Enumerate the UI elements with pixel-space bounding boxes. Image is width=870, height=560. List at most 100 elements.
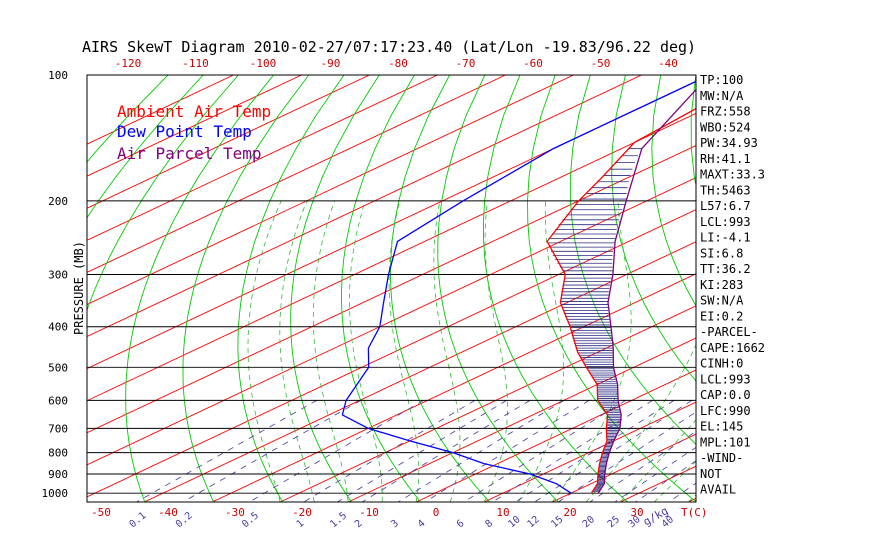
isotherm-line — [87, 75, 506, 273]
pressure-tick-label: 800 — [48, 447, 68, 460]
moist-adiabat-line — [312, 200, 349, 502]
bottom-temp-tick-label: 30 — [630, 506, 643, 519]
top-temp-tick-label: -70 — [456, 57, 476, 70]
mixing-ratio-tick-label: 4 — [416, 518, 428, 530]
isotherm-line — [87, 112, 696, 402]
index-entry: EL:145 — [700, 420, 743, 434]
index-entry: TT:36.2 — [700, 262, 751, 276]
legend-entry-ambient: Ambient Air Temp — [117, 102, 271, 121]
bottom-temp-tick-label: -10 — [359, 506, 379, 519]
top-temp-tick-label: -120 — [115, 57, 142, 70]
dry-adiabat-line — [837, 75, 870, 502]
index-entry: CAPE:1662 — [700, 341, 765, 355]
mixing-ratio-tick-label: 2 — [353, 518, 365, 530]
index-entry: -PARCEL- — [700, 325, 758, 339]
index-entry: LCL:993 — [700, 215, 751, 229]
isotherm-line — [280, 305, 696, 502]
pressure-tick-label: 400 — [48, 321, 68, 334]
dry-adiabat-line — [527, 75, 696, 502]
pressure-tick-label: 900 — [48, 468, 68, 481]
index-entry: RH:41.1 — [700, 152, 751, 166]
top-temp-tick-label: -90 — [321, 57, 341, 70]
index-entry: TH:5463 — [700, 183, 751, 197]
mixing-ratio-line — [492, 400, 653, 502]
mixing-ratio-tick-label: 25 — [606, 514, 622, 530]
top-temp-tick-label: -80 — [388, 57, 408, 70]
legend-entry-dewpoint: Dew Point Temp — [117, 122, 252, 141]
mixing-ratio-line — [635, 460, 696, 502]
mixing-ratio-line — [303, 400, 476, 502]
index-entry: LCL:993 — [700, 372, 751, 386]
index-entry: AVAIL — [700, 483, 736, 497]
top-temp-tick-label: -100 — [250, 57, 277, 70]
index-entry: EI:0.2 — [700, 309, 743, 323]
dewpoint-line — [341, 80, 696, 494]
mixing-ratio-tick-label: 6 — [455, 518, 467, 530]
index-entry: TP:100 — [700, 73, 743, 87]
chart-title: AIRS SkewT Diagram 2010-02-27/07:17:23.4… — [82, 38, 696, 56]
index-entry: SI:6.8 — [700, 246, 743, 260]
pressure-tick-label: 500 — [48, 361, 68, 374]
mixing-ratio-line — [558, 411, 696, 502]
mixing-ratio-line — [361, 400, 531, 502]
pressure-tick-label: 300 — [48, 269, 68, 282]
dry-adiabat-line — [290, 75, 380, 502]
dry-adiabat-line — [611, 75, 696, 382]
moist-adiabat-line — [483, 200, 508, 502]
isotherm-line — [484, 401, 696, 502]
dry-adiabat-line — [87, 75, 239, 312]
moist-adiabat-line — [349, 200, 383, 502]
moist-adiabat-line — [585, 343, 696, 502]
dry-adiabat-line — [766, 75, 870, 502]
mixing-ratio-tick-label: 0.1 — [128, 510, 149, 530]
parcel-temp-line — [597, 88, 696, 494]
dry-adiabat-line — [237, 75, 345, 502]
pressure-tick-label: 200 — [48, 195, 68, 208]
isotherm-line — [87, 75, 302, 177]
bottom-temp-tick-label: -20 — [292, 506, 312, 519]
bottom-temp-tick-label: -40 — [158, 506, 178, 519]
mixing-ratio-line — [337, 400, 507, 502]
moist-adiabat-line — [247, 200, 282, 502]
isotherm-line — [87, 75, 642, 338]
pressure-tick-label: 1000 — [42, 487, 69, 500]
index-entry: LFC:990 — [700, 404, 751, 418]
mixing-ratio-tick-label: 12 — [525, 514, 541, 530]
mixing-ratio-tick-label: 1 — [295, 518, 307, 530]
top-temp-tick-label: -110 — [182, 57, 209, 70]
index-entry: FRZ:558 — [700, 105, 751, 119]
y-axis-label: PRESSURE (MB) — [72, 241, 86, 335]
dry-adiabat-line — [482, 75, 628, 502]
index-entry: MW:N/A — [700, 89, 744, 103]
x-axis-unit-label: T(C) — [681, 506, 708, 519]
index-entry: MAXT:33.3 — [700, 168, 765, 182]
index-entry: CINH:0 — [700, 357, 743, 371]
pressure-tick-label: 600 — [48, 394, 68, 407]
bottom-temp-tick-label: 20 — [563, 506, 576, 519]
mixing-ratio-tick-label: 20 — [581, 514, 597, 530]
moist-adiabat-line — [433, 200, 461, 502]
index-entry: L57:6.7 — [700, 199, 751, 213]
isotherm-line — [87, 177, 696, 466]
bottom-temp-tick-label: 10 — [496, 506, 509, 519]
top-temp-tick-label: -40 — [658, 57, 678, 70]
moist-adiabat-line — [619, 419, 696, 502]
isotherm-line — [756, 75, 870, 502]
index-entry: -WIND- — [700, 451, 743, 465]
bottom-temp-tick-label: -50 — [91, 506, 111, 519]
mixing-ratio-line — [515, 400, 675, 502]
pressure-tick-label: 700 — [48, 422, 68, 435]
top-temp-tick-label: -50 — [591, 57, 611, 70]
moist-adiabat-line — [653, 460, 696, 502]
mixing-ratio-tick-label: 8 — [484, 518, 496, 530]
index-entry: LI:-4.1 — [700, 231, 751, 245]
mixing-ratio-line — [424, 400, 590, 502]
legend: Ambient Air Temp Dew Point Temp Air Parc… — [117, 102, 271, 163]
index-entry: KI:283 — [700, 278, 743, 292]
top-temp-tick-label: -60 — [523, 57, 543, 70]
mixing-ratio-line — [668, 482, 696, 502]
isotherm-line — [87, 75, 574, 305]
mixing-ratio-tick-label: 1.5 — [328, 510, 349, 530]
mixing-ratio-line — [463, 400, 626, 502]
